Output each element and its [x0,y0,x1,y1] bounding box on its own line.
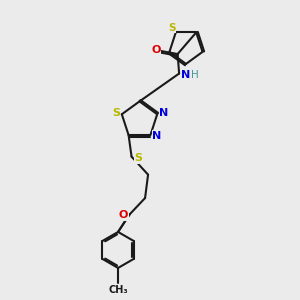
Text: S: S [134,153,142,163]
Text: CH₃: CH₃ [108,284,128,295]
Text: N: N [152,131,162,141]
Text: S: S [168,23,176,33]
Text: N: N [159,108,168,118]
Text: O: O [119,210,128,220]
Text: O: O [151,45,160,55]
Text: N: N [181,70,190,80]
Text: H: H [191,70,199,80]
Text: S: S [112,108,120,118]
